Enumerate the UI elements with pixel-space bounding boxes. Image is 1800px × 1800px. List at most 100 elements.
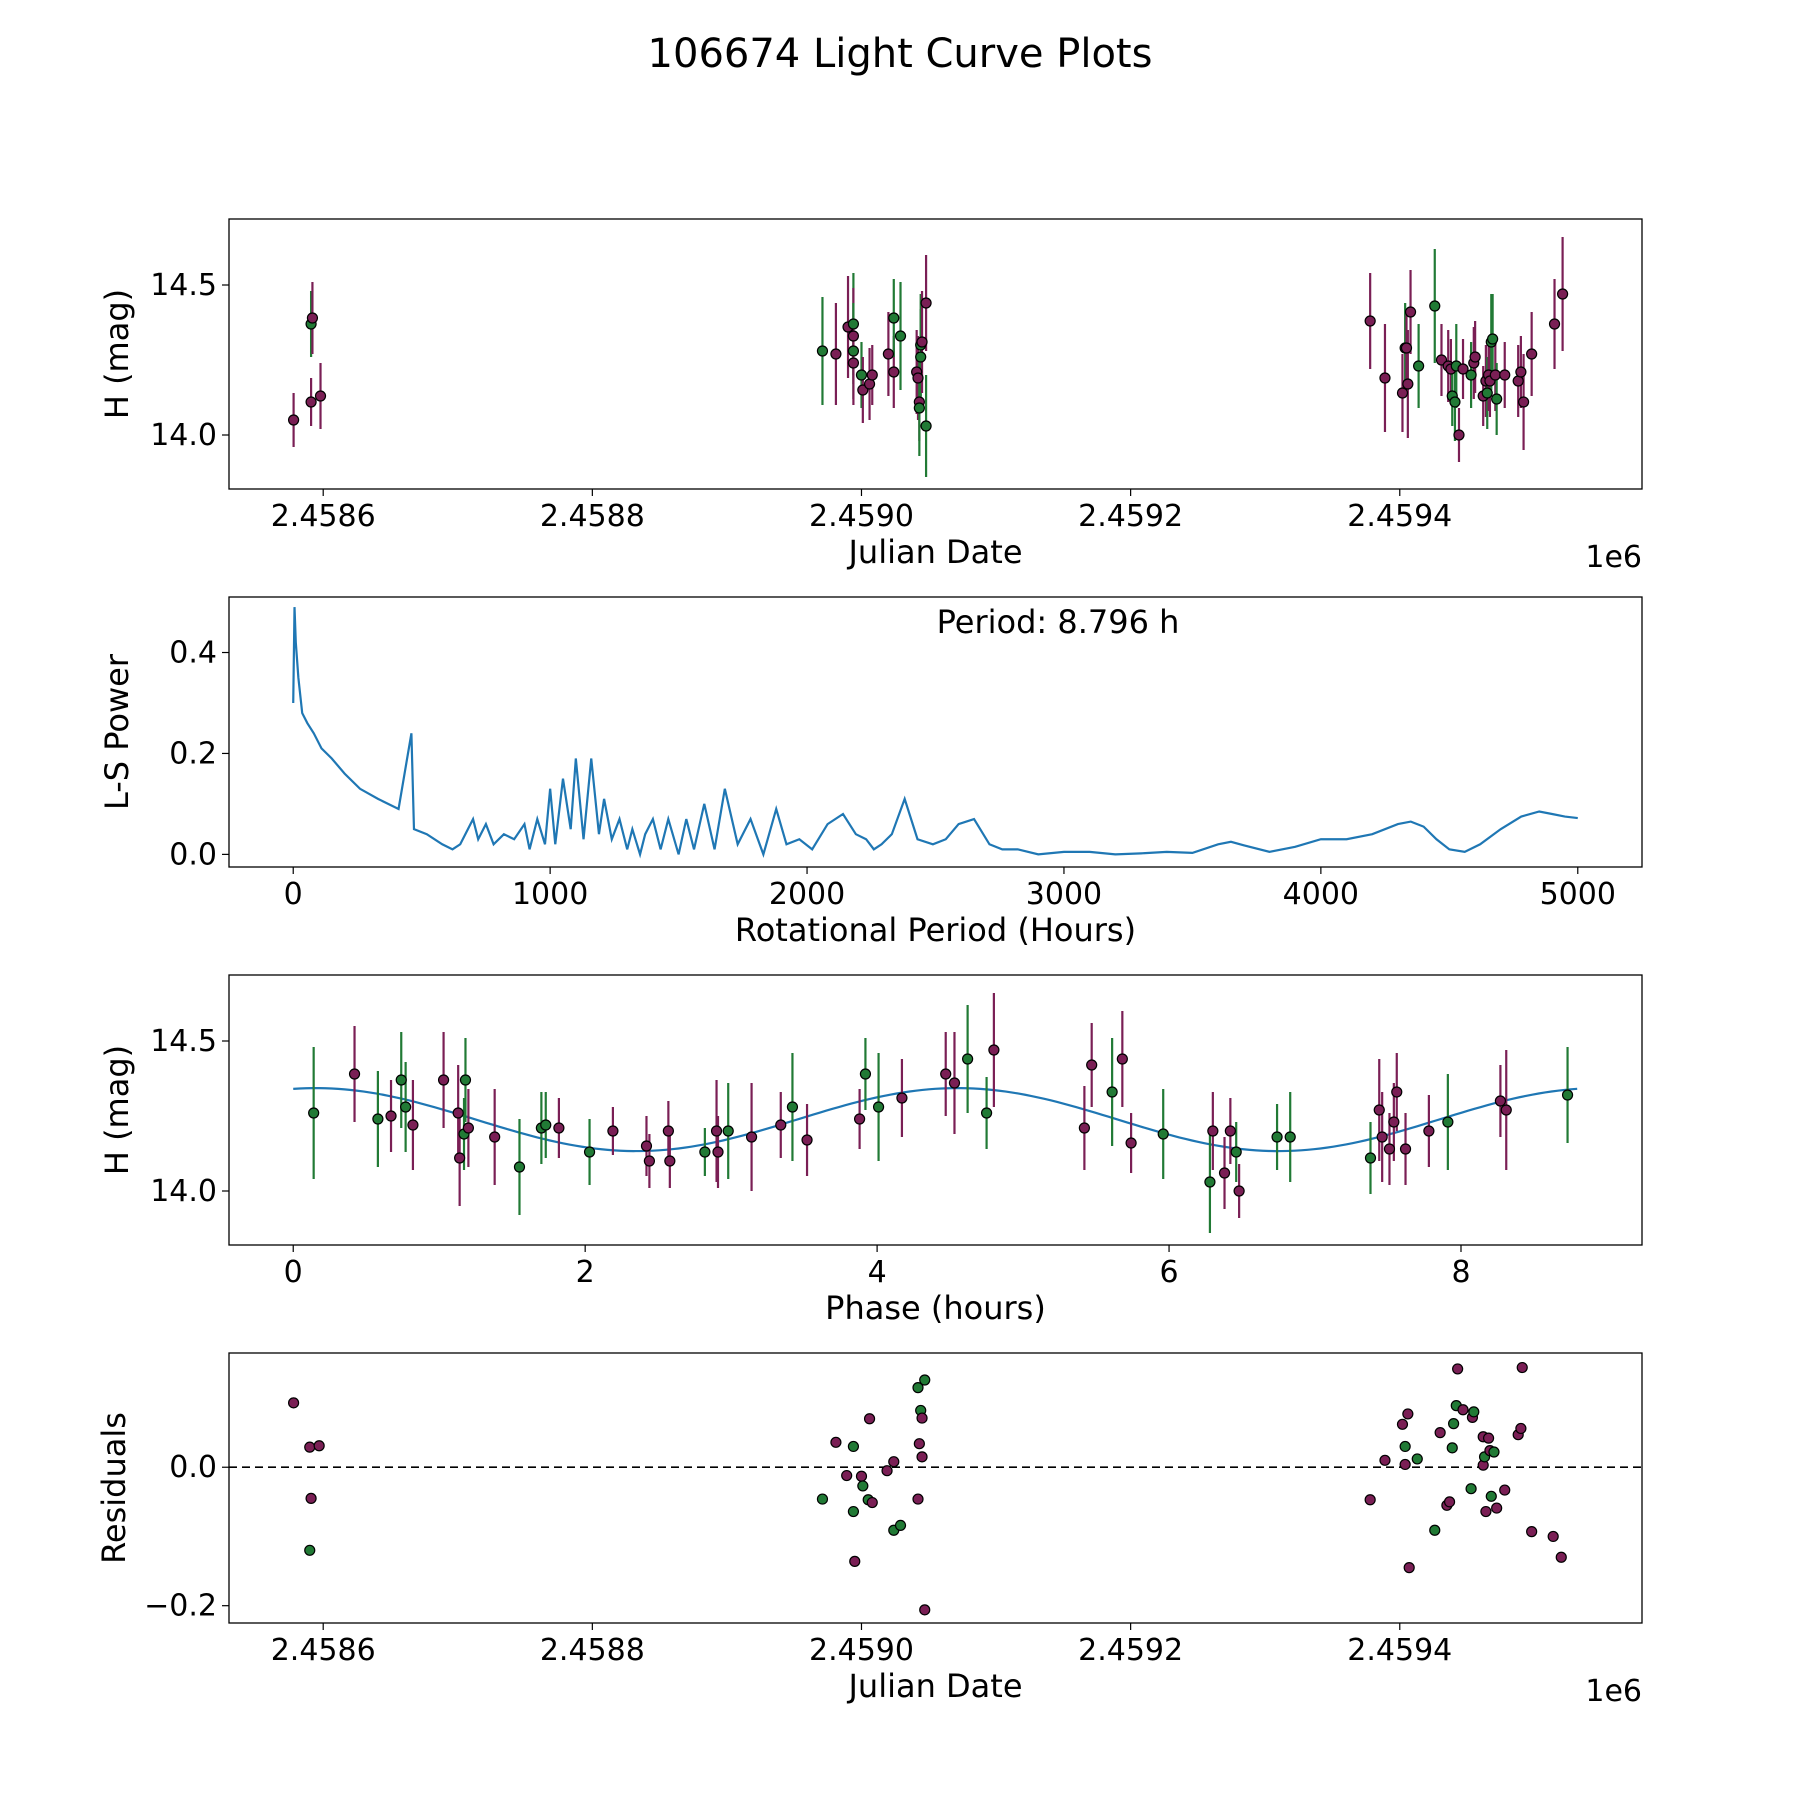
residuals-data-point [857,1480,869,1492]
lightcurve-data-point [1413,360,1425,372]
residuals-xtick-label: 2.4588 [540,1633,645,1668]
residuals-data-point [1457,1404,1469,1416]
residuals-data-point [305,1492,317,1504]
phasefold-data-point [1423,1125,1435,1137]
lightcurve-plot-area [287,237,1569,477]
residuals-data-point [888,1456,900,1468]
phasefold-data-point [962,1053,974,1065]
phasefold-data-point [454,1152,466,1164]
periodogram-period-annotation: Period: 8.796 h [937,603,1180,641]
lightcurve-data-point [1379,372,1391,384]
phasefold-data-point [1284,1131,1296,1143]
lightcurve-data-point [894,330,907,342]
phasefold-panel: 0 2 4 6 8 14.0 14.5 Phase (hours) H (mag) [98,974,1643,1327]
phasefold-axes-frame [228,974,1643,1246]
phasefold-data-point [1086,1059,1098,1071]
phasefold-data-point [662,1125,674,1137]
lightcurve-data-point [847,345,860,357]
phasefold-data-point [1391,1086,1403,1098]
phasefold-data-point [664,1155,676,1167]
lightcurve-data-point [1465,369,1477,381]
lightcurve-data-point [1526,348,1538,360]
phasefold-data-point [462,1122,474,1134]
residuals-data-point [313,1440,325,1452]
residuals-plot-area [229,1361,1642,1616]
residuals-data-point [1491,1502,1503,1514]
residuals-data-point [1379,1454,1391,1466]
lightcurve-xtick-label: 2.4594 [1347,499,1452,534]
residuals-data-point [1399,1440,1411,1453]
lightcurve-data-point [1453,429,1465,441]
phasefold-data-point [583,1146,596,1158]
phasefold-data-point [940,1068,952,1080]
lightcurve-data-point [1517,396,1530,408]
residuals-data-point [1465,1483,1477,1495]
residuals-ytick-label: 0.0 [169,1450,217,1485]
residuals-data-point [849,1555,861,1567]
residuals-data-point [863,1413,876,1425]
phasefold-data-point [980,1107,993,1119]
phasefold-data-point [643,1155,655,1167]
lightcurve-panel: 2.4586 2.4588 2.4590 2.4592 2.4594 14.0 14.5 Ju… [98,218,1643,575]
phasefold-data-point [801,1134,813,1146]
phasefold-data-point [872,1101,885,1113]
lightcurve-data-point [912,372,924,384]
lightcurve-xtick-label: 2.4590 [809,499,914,534]
residuals-data-point [1434,1427,1446,1439]
lightcurve-data-point [305,396,317,408]
periodogram-panel: 0 1000 2000 3000 4000 5000 0.0 0.2 0.4 Rotational… [98,596,1643,949]
lightcurve-data-point [920,420,932,432]
phasefold-data-point [1388,1116,1400,1128]
phasefold-xtick-label: 0 [284,1255,303,1290]
residuals-data-point [913,1438,925,1450]
phasefold-data-point [1224,1125,1236,1137]
phasefold-model-curve [293,1087,1578,1153]
residuals-xtick-label: 2.4594 [1347,1633,1452,1668]
periodogram-axes-frame [228,596,1643,868]
lightcurve-data-point [1449,396,1461,408]
residuals-data-point [916,1412,928,1424]
lightcurve-ytick-label: 14.0 [150,418,217,453]
phasefold-data-point [699,1146,711,1158]
residuals-data-point [1515,1422,1527,1435]
lightcurve-data-point [830,348,842,360]
residuals-data-point [304,1544,316,1556]
lightcurve-xtick-label: 2.4592 [1078,499,1183,534]
phasefold-data-point [859,1068,872,1080]
phasefold-data-point [395,1074,407,1086]
lightcurve-data-point [1400,342,1413,354]
residuals-data-point [881,1465,893,1477]
residuals-data-point [894,1519,907,1531]
phasefold-xtick-label: 2 [576,1255,595,1290]
residuals-axes-frame [228,1352,1643,1624]
phasefold-data-point [1364,1152,1377,1164]
periodogram-xlabel: Rotational Period (Hours) [735,911,1136,949]
phasefold-data-point [1218,1167,1231,1179]
residuals-data-point [1488,1446,1500,1458]
phasefold-data-point [712,1146,724,1158]
lightcurve-data-point [1515,366,1527,378]
phasefold-data-point [722,1125,734,1137]
periodogram-xtick-label: 2000 [769,877,845,912]
phasefold-data-point [896,1092,908,1104]
lightcurve-xtick-label: 2.4586 [271,499,376,534]
lightcurve-data-point [1491,393,1503,405]
residuals-data-point [304,1441,316,1453]
phasefold-xtick-label: 8 [1451,1255,1470,1290]
phasefold-data-point [372,1113,384,1125]
residuals-data-point [919,1604,931,1616]
phasefold-data-point [1442,1116,1454,1128]
lightcurve-data-point [847,330,860,342]
phasefold-data-point [1233,1185,1245,1197]
lightcurve-data-point [1557,288,1569,300]
figure-title: 106674 Light Curve Plots [648,31,1153,77]
residuals-data-point [1468,1406,1480,1418]
phasefold-xtick-label: 4 [868,1255,887,1290]
residuals-xtick-label: 2.4592 [1078,1633,1183,1668]
residuals-data-point [912,1382,924,1394]
residuals-data-point [1485,1490,1497,1502]
lightcurve-xtick-label: 2.4588 [540,499,645,534]
phasefold-data-point [1399,1143,1412,1155]
residuals-data-point [916,1451,928,1463]
